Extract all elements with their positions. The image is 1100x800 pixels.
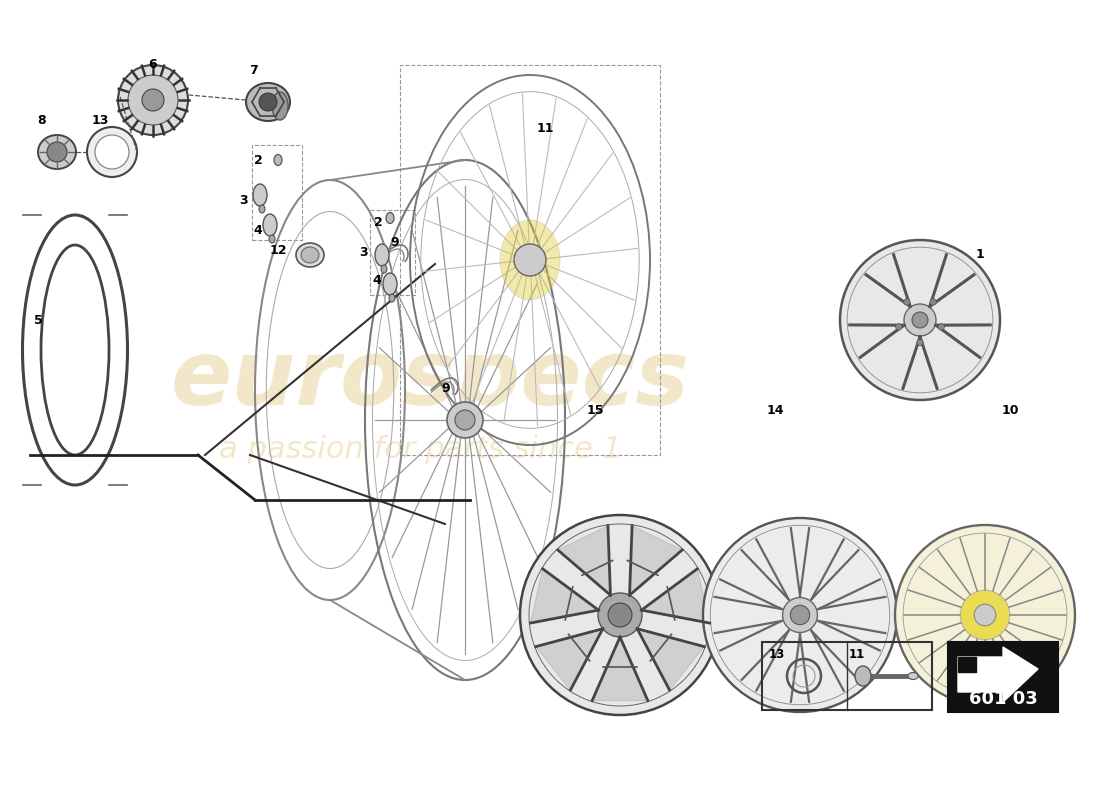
Circle shape [118,65,188,135]
Polygon shape [592,637,648,701]
Circle shape [47,142,67,162]
Polygon shape [530,569,598,623]
Ellipse shape [246,83,290,121]
Circle shape [930,298,936,305]
Circle shape [87,127,138,177]
Circle shape [938,324,945,330]
Text: 8: 8 [37,114,46,126]
Ellipse shape [960,590,1010,640]
Text: 9: 9 [442,382,450,394]
Ellipse shape [272,92,288,120]
Ellipse shape [258,205,265,213]
Text: 6: 6 [148,58,157,71]
Ellipse shape [386,213,394,223]
Ellipse shape [296,243,324,267]
Ellipse shape [840,240,1000,400]
Ellipse shape [895,525,1075,705]
Text: 2: 2 [374,215,383,229]
Ellipse shape [253,184,267,206]
Circle shape [895,324,902,330]
Text: a passion for parts since 1: a passion for parts since 1 [219,435,621,465]
Text: 10: 10 [1001,403,1019,417]
Circle shape [903,298,910,305]
Text: 4: 4 [373,274,382,286]
Ellipse shape [270,235,275,243]
Text: 3: 3 [239,194,248,206]
Text: 13: 13 [769,647,785,661]
Ellipse shape [855,666,871,686]
Text: 601 03: 601 03 [969,690,1037,708]
Text: 7: 7 [249,63,257,77]
Bar [948,642,1058,712]
Circle shape [128,75,178,125]
Ellipse shape [520,515,720,715]
Text: 1: 1 [976,249,984,262]
Ellipse shape [383,273,397,295]
Circle shape [258,93,277,111]
Text: 3: 3 [359,246,367,258]
Circle shape [904,304,936,336]
Polygon shape [536,629,603,690]
Text: 11: 11 [537,122,553,134]
Circle shape [916,339,923,346]
Polygon shape [958,657,976,672]
Text: 13: 13 [91,114,109,126]
Circle shape [447,402,483,438]
Text: 11: 11 [849,647,865,661]
Circle shape [514,244,546,276]
Ellipse shape [301,247,319,263]
Circle shape [598,593,642,637]
Text: eurospecs: eurospecs [170,336,690,424]
Ellipse shape [381,265,387,273]
Text: 14: 14 [767,403,783,417]
Text: 9: 9 [390,235,399,249]
Circle shape [142,89,164,111]
Circle shape [455,410,475,430]
Polygon shape [637,629,704,690]
Text: 2: 2 [254,154,263,166]
Circle shape [912,312,928,328]
Polygon shape [629,526,682,595]
Ellipse shape [263,214,277,236]
Circle shape [782,598,817,633]
Text: 15: 15 [586,403,604,417]
Ellipse shape [274,154,282,166]
Circle shape [975,604,996,626]
Text: 4: 4 [254,223,263,237]
Text: 5: 5 [34,314,43,326]
Polygon shape [641,569,710,623]
Ellipse shape [908,673,918,679]
Circle shape [608,603,632,627]
Polygon shape [958,647,1038,702]
Ellipse shape [389,294,395,302]
Ellipse shape [39,135,76,169]
Circle shape [790,606,810,625]
Ellipse shape [703,518,896,712]
Text: 12: 12 [270,243,287,257]
Circle shape [95,135,129,169]
Polygon shape [558,526,611,595]
Bar [762,642,932,710]
Ellipse shape [500,220,560,300]
Ellipse shape [375,244,389,266]
